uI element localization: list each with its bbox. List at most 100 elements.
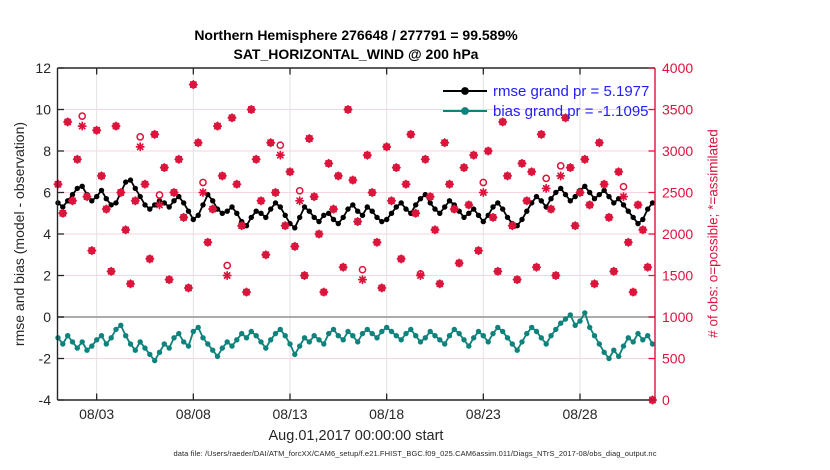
bias-marker xyxy=(224,339,230,345)
bias-marker xyxy=(625,335,631,341)
assimilated-obs-marker xyxy=(261,250,271,260)
bias-marker xyxy=(645,333,651,339)
assimilated-obs-marker xyxy=(604,212,614,222)
rmse-marker xyxy=(359,212,366,218)
rmse-marker xyxy=(587,189,593,196)
right-tick-label: 1000 xyxy=(662,309,693,325)
bias-marker xyxy=(69,339,76,345)
rmse-marker xyxy=(640,216,646,223)
rmse-marker xyxy=(364,204,370,210)
legend: rmse grand pr = 5.1977 bias grand pr = -… xyxy=(441,81,649,121)
bias-marker xyxy=(355,339,361,345)
bias-marker xyxy=(567,312,573,318)
rmse-marker xyxy=(219,210,225,216)
bias-marker xyxy=(229,343,235,349)
assimilated-obs-marker xyxy=(130,196,140,206)
assimilated-obs-marker xyxy=(512,275,522,285)
title-line1: Northern Hemisphere 276648 / 277791 = 99… xyxy=(194,27,518,43)
assimilated-obs-marker xyxy=(256,196,266,206)
rmse-marker xyxy=(301,204,308,210)
possible-obs-marker xyxy=(155,191,164,199)
possible-obs-marker xyxy=(479,178,488,187)
bias-marker xyxy=(345,328,351,335)
assimilated-obs-marker xyxy=(391,163,401,173)
rmse-marker xyxy=(306,208,312,214)
bias-marker xyxy=(98,333,105,339)
rmse-marker xyxy=(466,210,472,216)
right-axis-label: # of obs: o=possible; *=assimilated xyxy=(705,129,721,338)
assimilated-obs-marker xyxy=(280,221,290,231)
rmse-marker xyxy=(277,204,283,210)
bias-marker xyxy=(432,333,438,339)
rmse-marker xyxy=(272,200,279,206)
left-tick-label: 12 xyxy=(35,60,51,76)
rmse-marker xyxy=(480,218,486,225)
bias-marker xyxy=(490,330,496,337)
rmse-marker xyxy=(108,202,114,208)
rmse-marker xyxy=(582,183,588,189)
assimilated-obs-marker xyxy=(633,200,643,210)
assimilated-obs-marker xyxy=(67,196,78,206)
bias-marker xyxy=(471,335,477,341)
assimilated-obs-marker xyxy=(589,279,600,289)
bias-marker xyxy=(166,345,172,351)
bias-marker xyxy=(533,328,540,335)
rmse-marker xyxy=(147,206,153,212)
assimilated-obs-marker xyxy=(179,212,189,222)
rmse-marker xyxy=(282,212,288,218)
rmse-marker xyxy=(393,204,399,210)
rmse-marker xyxy=(321,212,327,218)
bias-marker xyxy=(398,337,404,343)
assimilated-obs-marker xyxy=(614,167,624,177)
bias-marker xyxy=(451,326,457,333)
rmse-marker xyxy=(442,204,448,210)
bias-marker xyxy=(350,333,356,339)
bias-marker xyxy=(403,330,409,337)
bias-marker xyxy=(253,333,259,339)
left-tick-label: 2 xyxy=(43,268,51,284)
assimilated-obs-marker xyxy=(353,217,363,227)
assimilated-obs-marker xyxy=(183,283,194,293)
assimilated-obs-marker xyxy=(459,163,469,173)
assimilated-obs-marker xyxy=(169,187,179,198)
rmse-marker xyxy=(152,202,158,208)
bias-marker xyxy=(190,328,196,335)
rmse-marker xyxy=(533,193,540,200)
assimilated-obs-marker xyxy=(527,167,537,177)
rmse-marker xyxy=(292,225,298,231)
bias-marker xyxy=(161,341,167,347)
rmse-marker xyxy=(432,206,438,212)
rmse-marker xyxy=(79,183,85,189)
rmse-marker xyxy=(635,220,641,227)
bias-marker xyxy=(268,337,274,343)
possible-obs-marker xyxy=(276,141,285,150)
assimilated-obs-marker xyxy=(599,179,609,189)
assimilated-obs-marker xyxy=(304,134,314,144)
assimilated-obs-marker xyxy=(362,150,372,160)
bias-marker xyxy=(427,328,433,335)
assimilated-obs-marker xyxy=(295,196,305,206)
bias-marker xyxy=(393,333,399,339)
bias-marker xyxy=(384,324,390,331)
legend-row-rmse: rmse grand pr = 5.1977 xyxy=(441,81,649,101)
x-tick-label: 08/08 xyxy=(176,406,211,422)
bias-marker xyxy=(480,333,486,339)
bias-marker xyxy=(113,326,119,333)
right-tick-label: 2000 xyxy=(662,226,693,242)
bias-marker xyxy=(364,326,370,333)
rmse-marker xyxy=(166,204,172,210)
possible-obs-marker xyxy=(358,265,367,274)
assimilated-obs-marker xyxy=(628,287,638,297)
assimilated-obs-marker xyxy=(618,192,629,202)
bias-marker xyxy=(514,347,520,353)
assimilated-obs-marker xyxy=(111,121,121,131)
bias-marker xyxy=(524,330,530,337)
rmse-marker xyxy=(398,200,404,206)
assimilated-obs-marker xyxy=(367,187,377,198)
assimilated-obs-marker xyxy=(87,246,97,256)
rmse-marker xyxy=(200,202,206,208)
assimilated-obs-marker xyxy=(203,237,213,247)
assimilated-obs-marker xyxy=(396,254,406,264)
bias-marker xyxy=(60,341,66,347)
assimilated-obs-marker xyxy=(208,204,218,214)
